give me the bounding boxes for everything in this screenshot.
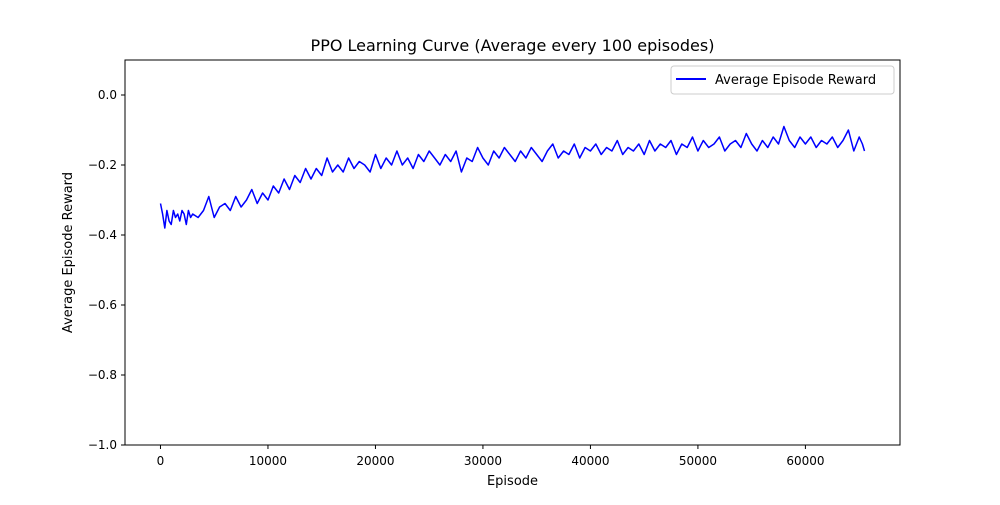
y-tick-label: 0.0 [98,88,117,102]
series-line-0 [159,125,866,229]
y-axis-label: Average Episode Reward [61,172,76,333]
chart-title: PPO Learning Curve (Average every 100 ep… [311,36,715,55]
x-tick-label: 20000 [356,454,394,468]
x-axis-ticks: 0 10000 20000 30000 40000 50000 60000 [157,445,825,468]
y-tick-label: −1.0 [88,438,117,452]
legend-box [670,65,895,95]
x-tick-label: 60000 [786,454,824,468]
x-tick-label: 50000 [679,454,717,468]
x-tick-label: 0 [157,454,165,468]
axes-frame [124,59,901,446]
legend: Average Episode Reward [670,65,895,95]
y-axis-ticks: 0.0 −0.2 −0.4 −0.6 −0.8 −1.0 [88,88,125,452]
x-tick-label: 10000 [249,454,287,468]
y-tick-label: −0.6 [88,298,117,312]
y-tick-label: −0.2 [88,158,117,172]
legend-label: Average Episode Reward [715,73,876,88]
x-axis-label: Episode [487,474,538,489]
y-tick-label: −0.8 [88,368,117,382]
x-tick-label: 40000 [571,454,609,468]
y-tick-label: −0.4 [88,228,117,242]
plot-series [159,125,866,229]
x-tick-label: 30000 [464,454,502,468]
